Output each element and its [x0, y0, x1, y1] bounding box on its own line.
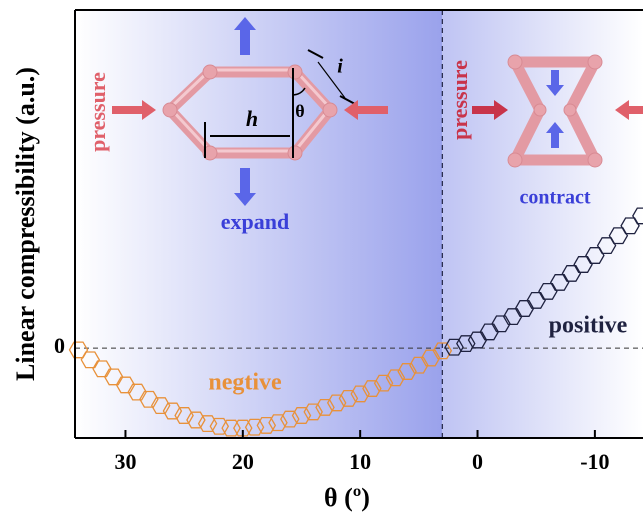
chart: 0 negtive positive 30 20 10 0 -10 θ (º) Linear co… — [0, 0, 643, 517]
series-label: positive — [549, 313, 628, 339]
x-tick-label: 0 — [472, 449, 483, 474]
annotation: h — [246, 106, 258, 131]
x-tick-label: 10 — [349, 449, 371, 474]
x-axis-label: θ (º) — [324, 483, 370, 512]
annotation: θ — [295, 101, 304, 121]
background-right — [442, 10, 643, 438]
y-tick-label: 0 — [54, 333, 65, 358]
annotation: expand — [221, 209, 289, 234]
y-axis-label: Linear compressibility (a.u.) — [11, 67, 40, 381]
series-label: negtive — [208, 370, 282, 396]
x-tick-label: 20 — [232, 449, 254, 474]
x-tick-label: 30 — [114, 449, 136, 474]
annotation: contract — [519, 187, 590, 209]
annotation: i — [337, 56, 343, 78]
page: {"chart_data":{"type":"scatter", "xlabel… — [0, 0, 643, 517]
x-tick-label: -10 — [580, 449, 609, 474]
annotation: pressure — [447, 60, 472, 140]
annotation: pressure — [85, 72, 110, 152]
